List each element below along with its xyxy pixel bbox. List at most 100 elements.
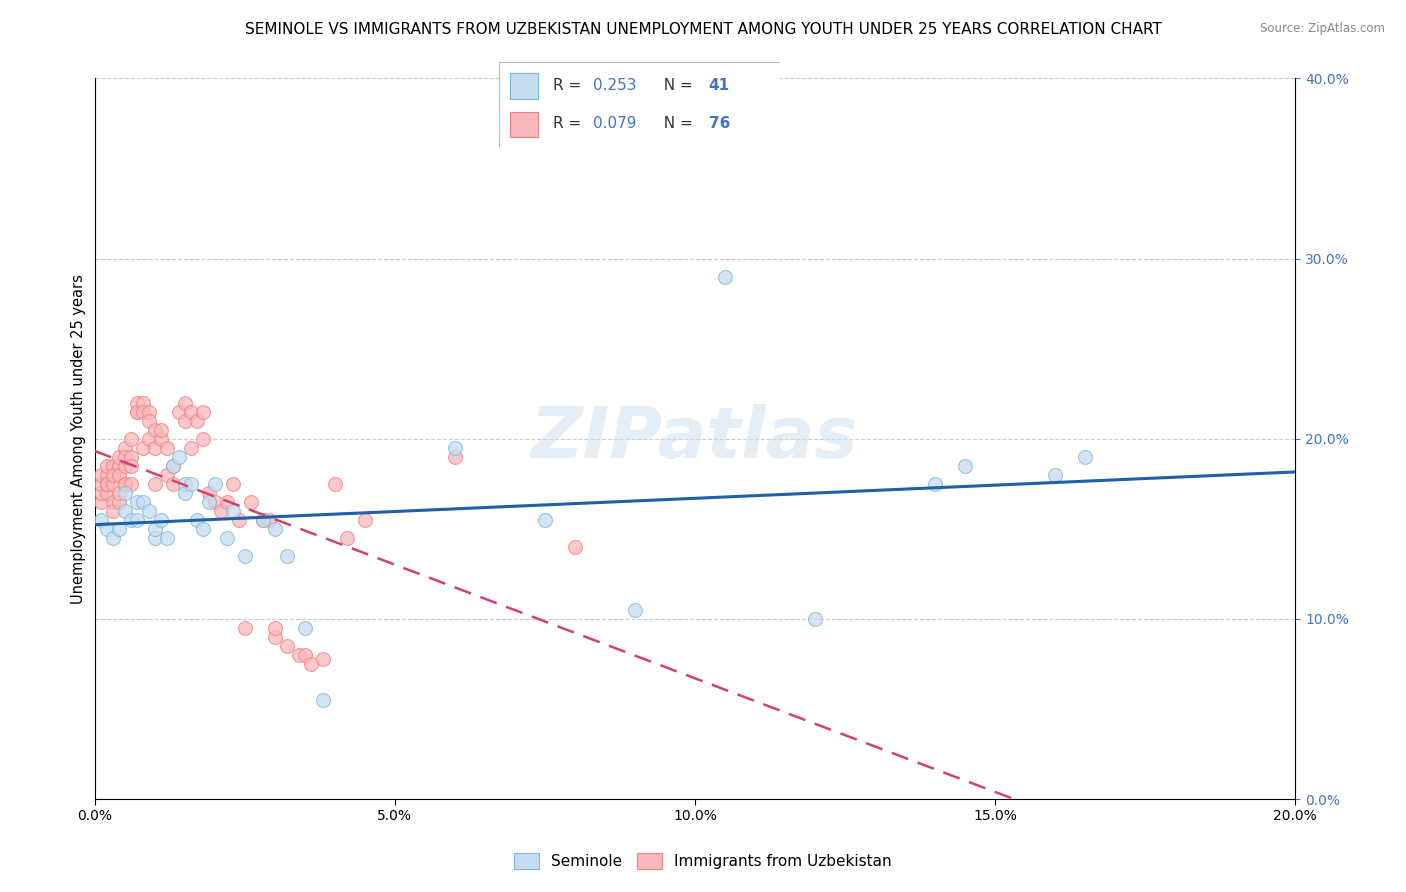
Point [149, 423, 172, 437]
Point [180, 405, 202, 419]
Point [143, 476, 166, 491]
Point [180, 441, 202, 455]
Point [257, 513, 280, 527]
Point [263, 621, 285, 635]
Point [131, 405, 153, 419]
Point [299, 657, 322, 671]
Point [149, 513, 172, 527]
Point [138, 405, 160, 419]
Point [564, 540, 586, 554]
Point [804, 612, 827, 626]
Point [197, 495, 219, 509]
Point [114, 441, 136, 455]
Point [114, 458, 136, 473]
Point [336, 531, 359, 545]
Text: R =: R = [553, 116, 586, 131]
Point [143, 441, 166, 455]
Point [294, 621, 316, 635]
Point [120, 450, 142, 464]
Point [191, 432, 214, 446]
Point [96, 522, 118, 536]
Point [107, 467, 129, 482]
Point [90, 513, 112, 527]
FancyBboxPatch shape [499, 62, 780, 147]
Point [131, 441, 153, 455]
Point [101, 467, 124, 482]
Point [180, 476, 202, 491]
Text: 0.253: 0.253 [593, 78, 637, 94]
Point [443, 450, 465, 464]
Text: R =: R = [553, 78, 586, 94]
Point [107, 495, 129, 509]
Point [90, 485, 112, 500]
Point [443, 441, 465, 455]
Point [143, 531, 166, 545]
Point [173, 414, 195, 428]
Point [107, 458, 129, 473]
Point [101, 504, 124, 518]
Point [167, 450, 190, 464]
Point [120, 476, 142, 491]
Text: SEMINOLE VS IMMIGRANTS FROM UZBEKISTAN UNEMPLOYMENT AMONG YOUTH UNDER 25 YEARS C: SEMINOLE VS IMMIGRANTS FROM UZBEKISTAN U… [245, 22, 1161, 37]
Point [252, 513, 274, 527]
Point [173, 476, 195, 491]
Point [167, 405, 190, 419]
Bar [510, 112, 538, 137]
Point [114, 504, 136, 518]
Point [714, 269, 737, 284]
Point [1074, 450, 1097, 464]
Point [323, 476, 346, 491]
Point [287, 648, 309, 662]
Point [204, 495, 226, 509]
Point [162, 476, 184, 491]
Point [1043, 467, 1066, 482]
Point [125, 396, 148, 410]
Point [533, 513, 555, 527]
Point [162, 458, 184, 473]
Point [221, 504, 243, 518]
Point [125, 513, 148, 527]
Point [114, 485, 136, 500]
Point [96, 458, 118, 473]
Point [90, 495, 112, 509]
Point [107, 450, 129, 464]
Point [156, 531, 179, 545]
Point [131, 495, 153, 509]
Text: ZIPatlas: ZIPatlas [531, 404, 859, 474]
Text: 76: 76 [709, 116, 730, 131]
Point [624, 603, 647, 617]
Bar [510, 73, 538, 99]
Point [143, 522, 166, 536]
Point [186, 414, 208, 428]
Point [924, 476, 946, 491]
Point [107, 522, 129, 536]
Point [107, 485, 129, 500]
Point [156, 467, 179, 482]
Point [125, 495, 148, 509]
Text: 0.079: 0.079 [593, 116, 637, 131]
Point [138, 432, 160, 446]
Point [120, 432, 142, 446]
Text: N =: N = [654, 78, 697, 94]
Point [143, 423, 166, 437]
Point [96, 476, 118, 491]
Point [114, 476, 136, 491]
Point [131, 396, 153, 410]
Point [239, 495, 262, 509]
Point [101, 495, 124, 509]
Point [233, 549, 256, 563]
Text: 41: 41 [709, 78, 730, 94]
Point [353, 513, 375, 527]
Y-axis label: Unemployment Among Youth under 25 years: Unemployment Among Youth under 25 years [72, 274, 86, 604]
Point [138, 414, 160, 428]
Legend: Seminole, Immigrants from Uzbekistan: Seminole, Immigrants from Uzbekistan [508, 847, 898, 875]
Text: Source: ZipAtlas.com: Source: ZipAtlas.com [1260, 22, 1385, 36]
Point [312, 651, 335, 665]
Point [156, 441, 179, 455]
Point [120, 513, 142, 527]
Point [96, 485, 118, 500]
Point [162, 458, 184, 473]
Point [312, 693, 335, 707]
Point [276, 639, 298, 653]
Point [114, 450, 136, 464]
